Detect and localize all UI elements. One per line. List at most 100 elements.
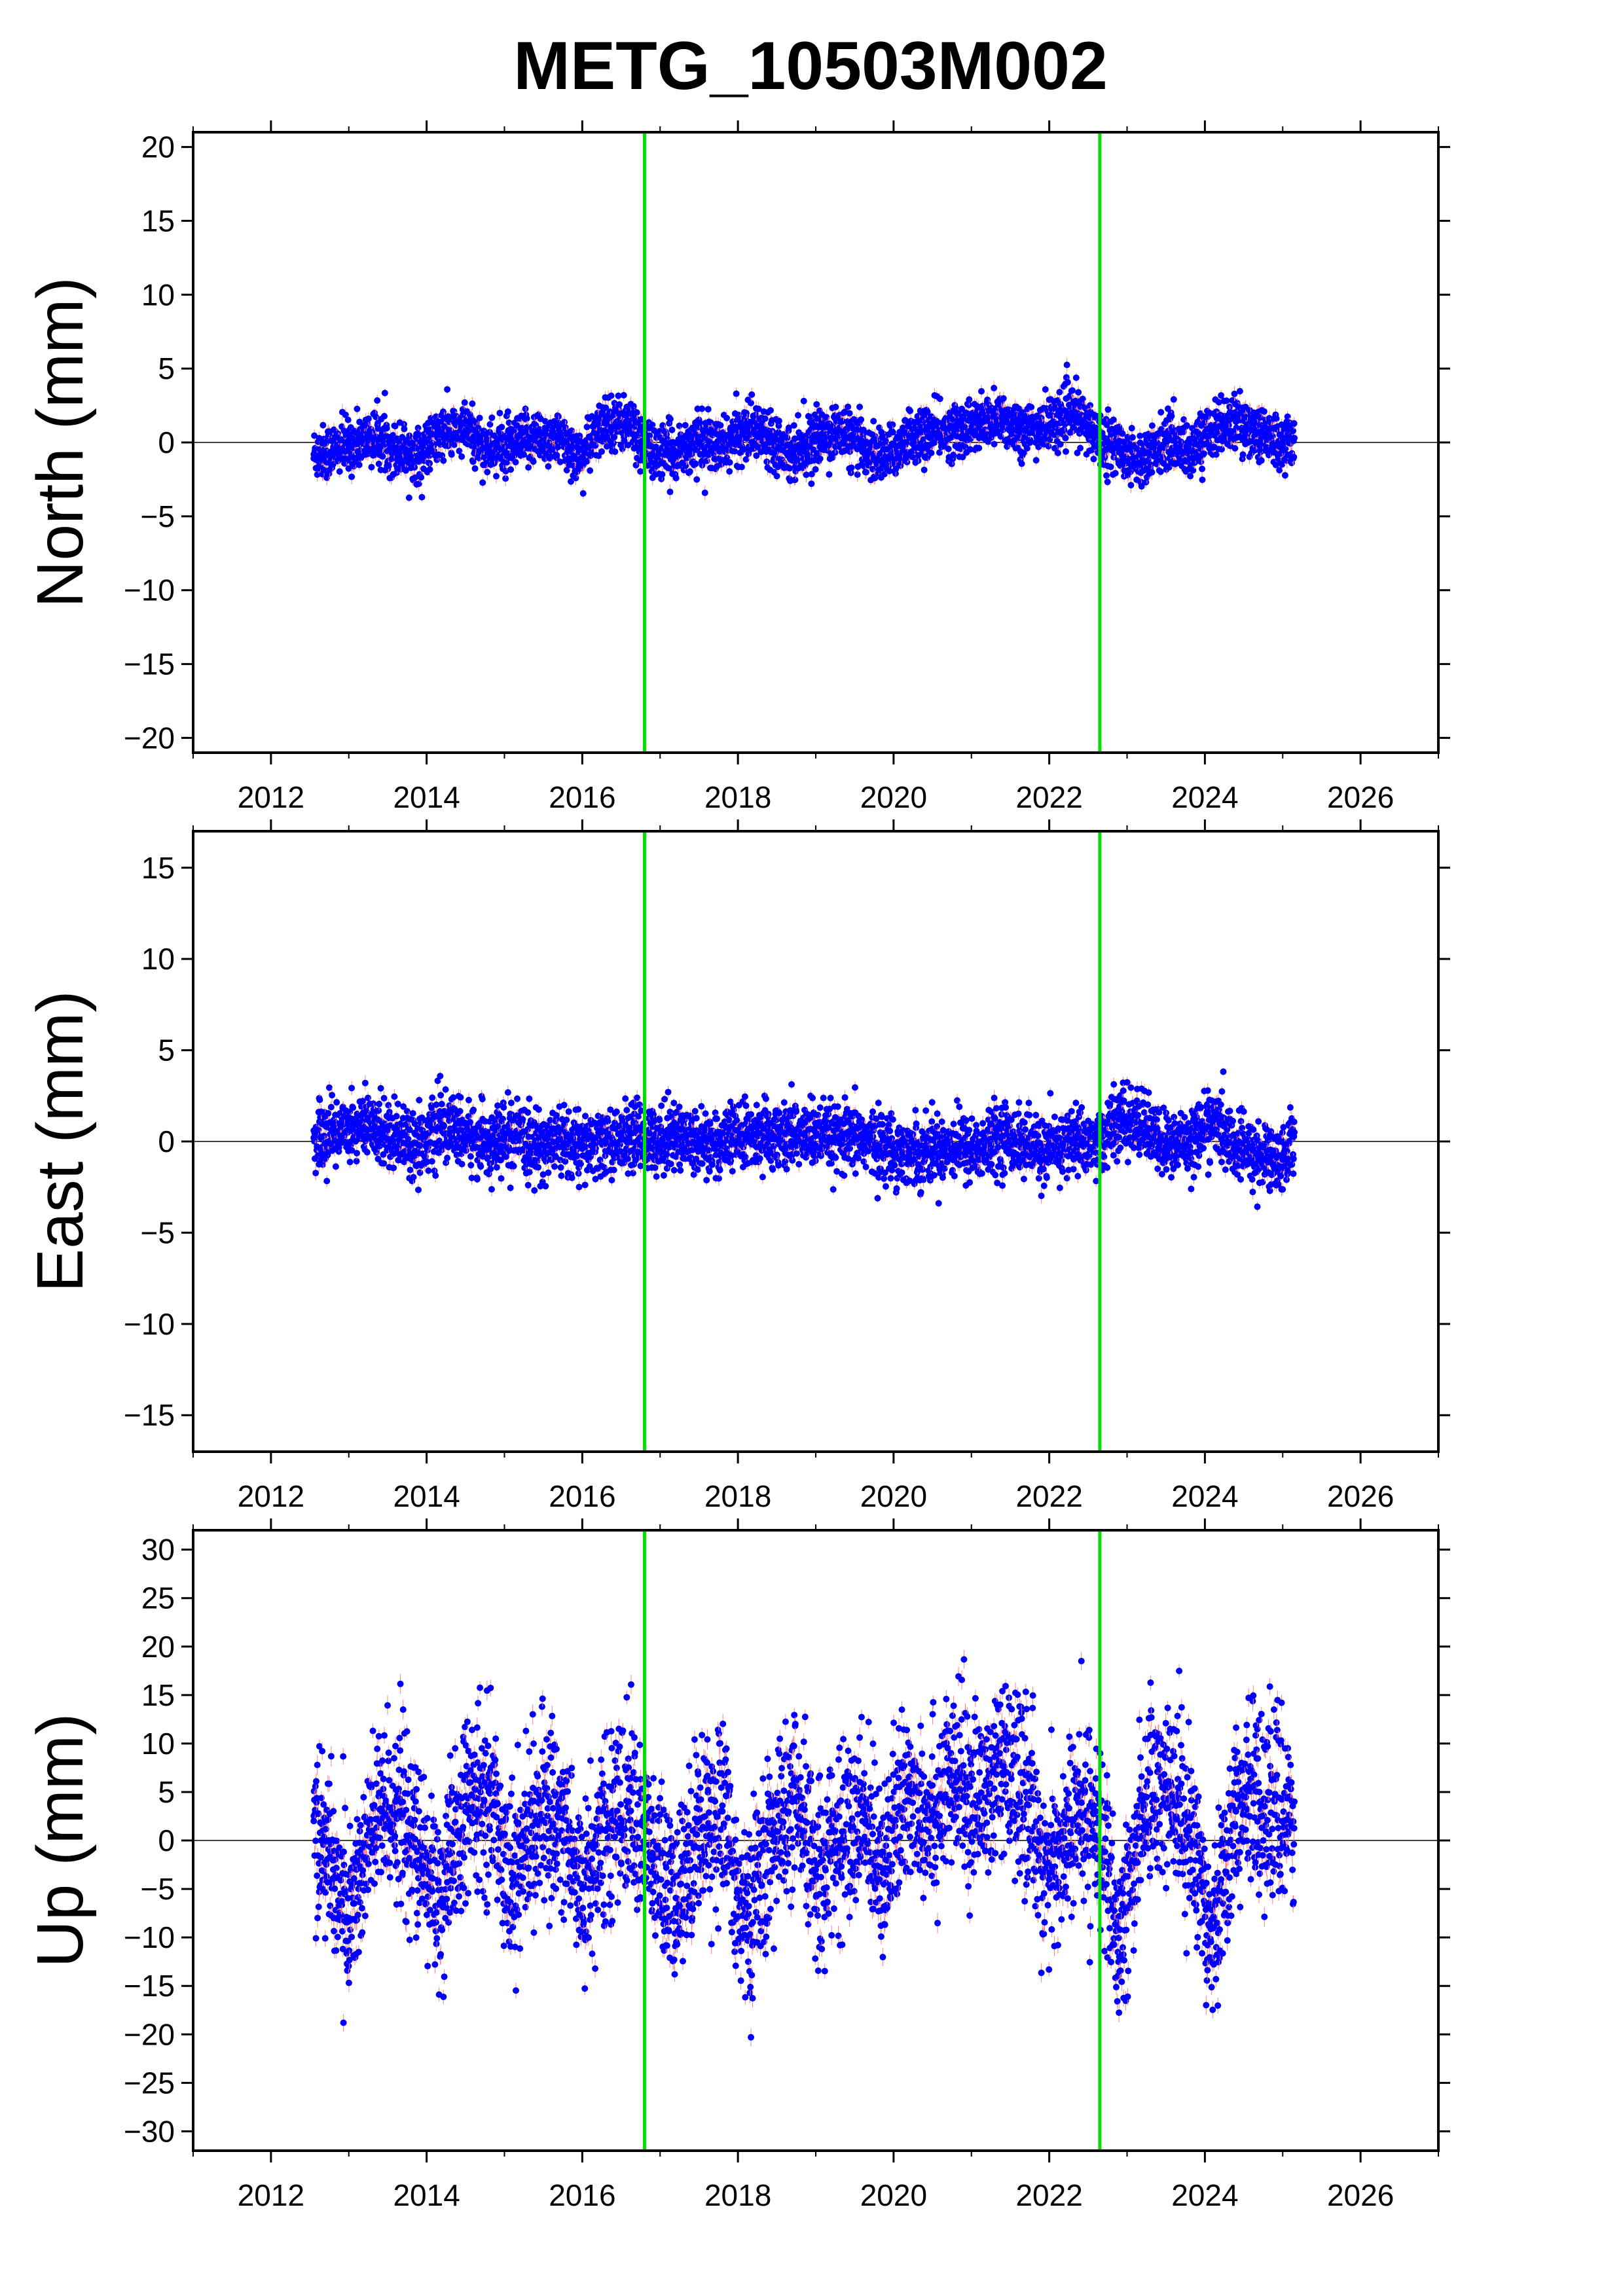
data-point xyxy=(826,471,832,478)
data-point xyxy=(440,457,447,464)
data-point xyxy=(472,465,479,472)
data-point xyxy=(513,459,519,465)
data-point xyxy=(553,452,560,459)
data-point xyxy=(488,414,495,421)
data-point xyxy=(792,476,798,483)
data-point xyxy=(659,471,665,478)
data-point xyxy=(723,415,730,422)
data-point xyxy=(945,446,952,452)
data-point xyxy=(568,427,575,434)
data-point xyxy=(384,425,390,431)
data-point xyxy=(928,450,934,456)
data-point xyxy=(319,422,326,429)
data-point xyxy=(667,416,674,422)
data-point xyxy=(637,468,644,475)
data-point xyxy=(406,495,412,501)
data-point xyxy=(401,425,407,432)
data-point xyxy=(649,422,655,428)
chart-title: METG_10503M002 xyxy=(513,28,1108,104)
data-point xyxy=(845,404,851,410)
data-point xyxy=(469,401,475,407)
data-point xyxy=(486,421,493,427)
data-point xyxy=(978,388,985,395)
data-point xyxy=(858,416,864,423)
data-point xyxy=(608,393,615,399)
data-point xyxy=(976,445,982,452)
data-point xyxy=(784,435,790,441)
data-point xyxy=(774,473,780,479)
data-point xyxy=(817,456,824,462)
data-point xyxy=(962,423,968,430)
data-point xyxy=(687,468,693,475)
data-point xyxy=(458,454,465,460)
data-point xyxy=(365,416,372,422)
data-point xyxy=(823,414,830,420)
data-point xyxy=(354,406,360,412)
data-point xyxy=(345,417,352,423)
data-point xyxy=(776,418,782,424)
data-point xyxy=(505,408,511,415)
data-point xyxy=(573,475,579,481)
data-point xyxy=(699,405,705,412)
data-point xyxy=(966,396,972,403)
data-point xyxy=(813,401,820,408)
data-point xyxy=(646,433,653,439)
data-point xyxy=(863,469,869,475)
data-point xyxy=(704,457,710,464)
data-point xyxy=(356,461,363,468)
data-point xyxy=(368,464,374,471)
data-point xyxy=(848,465,855,471)
data-point xyxy=(984,397,991,403)
data-point xyxy=(832,404,839,410)
data-point xyxy=(907,408,913,414)
data-point xyxy=(584,423,591,430)
data-point xyxy=(936,449,943,456)
data-point xyxy=(530,458,537,465)
data-point xyxy=(801,398,807,404)
panel-north: 2012 2014 2016 2018 2020 2022 2024 2026−20−15−1… xyxy=(24,120,1450,814)
data-point xyxy=(786,465,793,472)
data-point xyxy=(727,459,733,466)
data-point xyxy=(668,427,675,433)
data-point xyxy=(426,466,433,473)
data-point xyxy=(580,490,587,497)
data-point xyxy=(524,415,530,422)
data-point xyxy=(937,395,943,402)
data-point xyxy=(587,467,593,474)
data-point xyxy=(440,408,447,415)
data-point xyxy=(444,386,450,393)
data-point xyxy=(854,471,861,478)
data-point xyxy=(561,419,568,425)
data-point xyxy=(808,480,814,487)
data-point xyxy=(682,463,689,469)
data-point xyxy=(493,473,500,480)
data-point xyxy=(743,410,750,416)
data-point xyxy=(611,448,618,455)
data-point xyxy=(381,413,388,420)
data-point xyxy=(348,473,355,480)
data-point xyxy=(477,415,483,422)
data-point xyxy=(525,464,532,471)
data-point xyxy=(506,420,513,426)
data-point xyxy=(702,490,708,496)
data-point xyxy=(693,461,699,467)
data-point xyxy=(386,462,392,469)
data-point xyxy=(748,391,755,398)
data-point xyxy=(611,434,617,440)
data-point xyxy=(693,476,700,483)
data-points xyxy=(310,358,1298,502)
data-point xyxy=(733,391,740,397)
data-point xyxy=(498,423,505,430)
data-point xyxy=(380,453,386,459)
data-point xyxy=(767,407,774,414)
data-point xyxy=(448,451,455,457)
data-point xyxy=(666,489,673,495)
data-point xyxy=(496,410,503,416)
data-point xyxy=(470,458,477,465)
data-point xyxy=(921,467,928,473)
data-point xyxy=(592,442,598,449)
data-point xyxy=(337,468,343,475)
data-point xyxy=(610,440,617,446)
data-point xyxy=(676,423,683,429)
